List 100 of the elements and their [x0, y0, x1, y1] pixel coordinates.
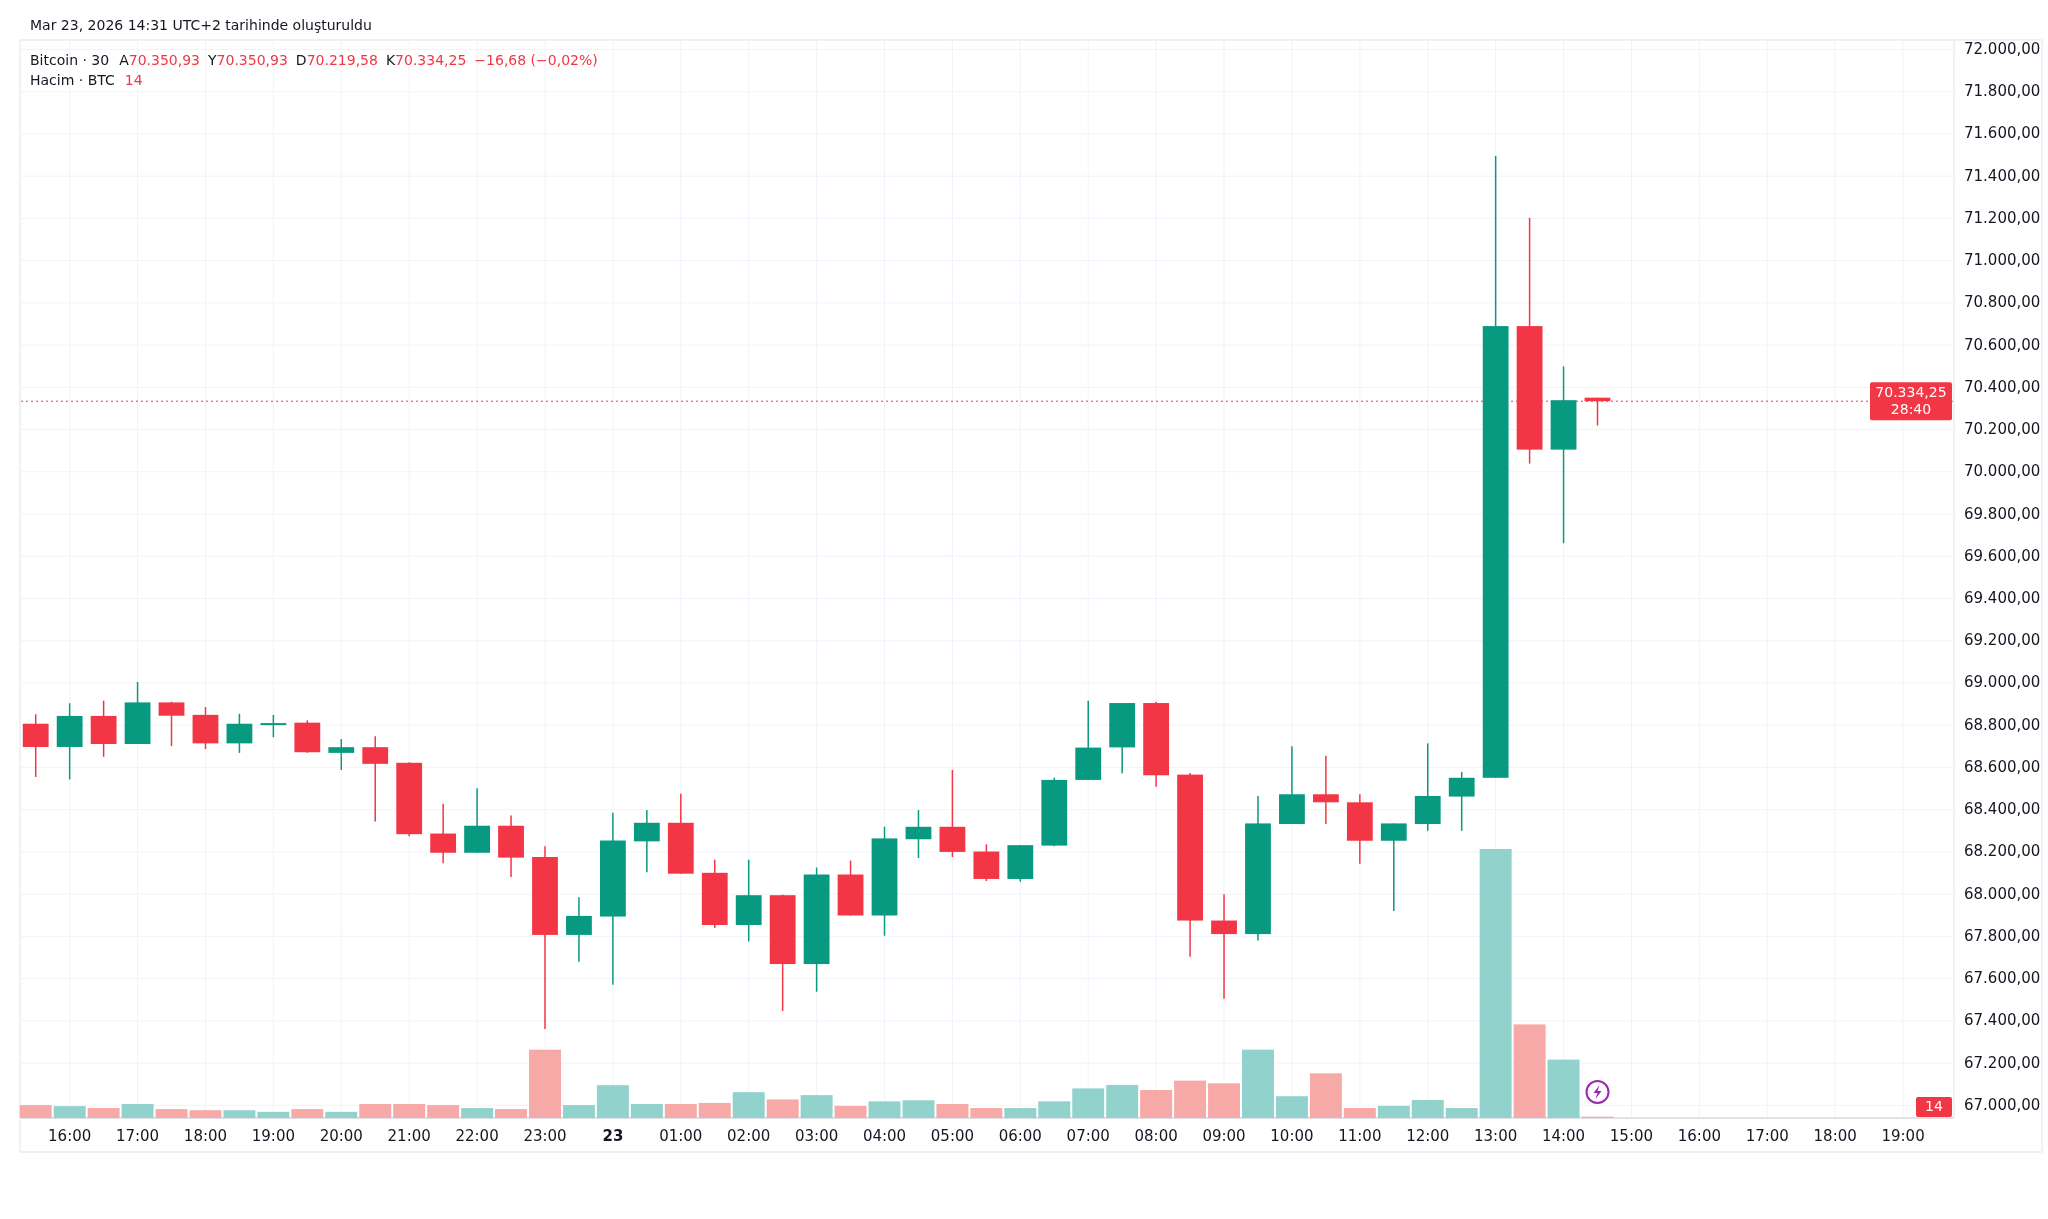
bar	[1038, 1101, 1071, 1118]
bar	[121, 1104, 154, 1118]
bar	[155, 1109, 188, 1118]
y-tick-label: 70.600,00	[1964, 335, 2041, 354]
bar	[359, 1104, 392, 1118]
x-tick-label: 11:00	[1338, 1126, 1382, 1145]
y-tick-label: 71.200,00	[1964, 208, 2041, 227]
bar	[87, 1108, 120, 1118]
x-tick-label: 03:00	[794, 1126, 839, 1145]
y-tick-label: 69.800,00	[1964, 504, 2041, 523]
y-tick-label: 70.200,00	[1964, 420, 2041, 439]
y-tick-label: 67.000,00	[1964, 1095, 2041, 1114]
bar	[766, 1099, 799, 1118]
x-tick-label: 23:00	[523, 1126, 567, 1145]
x-tick-label: 21:00	[387, 1126, 431, 1145]
x-tick-label: 10:00	[1270, 1126, 1314, 1145]
y-tick-label: 68.200,00	[1964, 842, 2041, 861]
bar	[53, 1106, 86, 1118]
chart-title: Hacim · BTC	[30, 72, 116, 88]
y-tick-label: 68.400,00	[1964, 800, 2041, 819]
y-tick-label: 68.600,00	[1964, 757, 2041, 776]
bar	[732, 1092, 765, 1118]
bar	[834, 1105, 867, 1119]
bar	[427, 1105, 460, 1118]
chart-subtitle: Mar 23, 2026 14:31 UTC+2 tarihinde oluşturuldu	[30, 17, 372, 33]
bar	[1140, 1090, 1173, 1118]
x-tick-label: 19:00	[1881, 1126, 1925, 1145]
bar	[664, 1104, 697, 1118]
bar	[393, 1104, 426, 1118]
annotation: 14	[124, 72, 143, 88]
bar	[1309, 1073, 1342, 1118]
y-tick-label: 71.800,00	[1964, 82, 2041, 101]
y-tick-label: 69.200,00	[1964, 631, 2041, 650]
bar	[970, 1108, 1003, 1118]
bar	[1479, 849, 1512, 1118]
x-tick-label: 16:00	[48, 1126, 92, 1145]
y-tick-label: 68.000,00	[1964, 884, 2041, 903]
x-tick-label: 07:00	[1066, 1126, 1110, 1145]
x-tick-label: 20:00	[319, 1126, 363, 1145]
annotation: Y70.350,93	[207, 52, 288, 68]
bar	[936, 1104, 969, 1118]
bar	[1174, 1080, 1207, 1118]
annotation: −16,68 (−0,02%)	[474, 52, 598, 68]
annotation: A70.350,93	[119, 52, 201, 68]
x-tick-label: 15:00	[1609, 1126, 1654, 1145]
x-tick-label: 14:00	[1541, 1126, 1586, 1145]
x-tick-label: 08:00	[1134, 1126, 1178, 1145]
bar	[902, 1100, 935, 1118]
x-tick-label: 18:00	[183, 1126, 228, 1145]
text: Bitcoin · 30	[30, 52, 110, 68]
bar	[257, 1111, 290, 1118]
bar	[495, 1109, 528, 1118]
bar	[291, 1109, 324, 1118]
x-tick-label: 13:00	[1474, 1126, 1518, 1145]
bar	[1513, 1024, 1546, 1118]
annotation: 28:40	[1890, 401, 1932, 418]
y-tick-label: 72.000,00	[1964, 39, 2041, 58]
x-tick-label: 17:00	[115, 1126, 160, 1145]
bar	[1004, 1108, 1037, 1118]
x-tick-label: 17:00	[1745, 1126, 1789, 1145]
y-tick-label: 69.600,00	[1964, 546, 2041, 565]
bar	[529, 1049, 561, 1118]
annotation: 14	[1925, 1098, 1943, 1114]
y-tick-label: 67.400,00	[1964, 1011, 2041, 1030]
bar	[562, 1105, 595, 1118]
bar	[1411, 1099, 1444, 1118]
bar	[461, 1108, 494, 1118]
y-tick-label: 69.000,00	[1964, 673, 2041, 692]
bar	[223, 1110, 256, 1118]
y-tick-label: 71.600,00	[1964, 124, 2041, 143]
bar	[1106, 1084, 1139, 1118]
annotation: K70.334,25	[385, 52, 467, 68]
bar	[189, 1110, 222, 1118]
x-tick-label: 16:00	[1677, 1126, 1721, 1145]
x-tick-label: 23	[602, 1126, 624, 1145]
x-tick-label: 02:00	[727, 1126, 771, 1145]
y-tick-label: 67.600,00	[1964, 969, 2041, 988]
bar	[1208, 1083, 1241, 1118]
y-tick-label: 67.200,00	[1964, 1053, 2041, 1072]
x-tick-label: 05:00	[930, 1126, 975, 1145]
y-tick-label: 67.800,00	[1964, 926, 2041, 945]
x-tick-label: 19:00	[251, 1126, 295, 1145]
x-tick-label: 12:00	[1406, 1126, 1450, 1145]
y-tick-label: 69.400,00	[1964, 589, 2041, 608]
y-tick-label: 71.400,00	[1964, 166, 2041, 185]
x-tick-label: 01:00	[659, 1126, 703, 1145]
candlestick	[1312, 755, 1339, 825]
bar	[1445, 1108, 1478, 1118]
bar	[800, 1095, 833, 1119]
y-tick-label: 71.000,00	[1964, 251, 2041, 270]
y-tick-label: 70.800,00	[1964, 293, 2041, 312]
y-tick-label: 68.800,00	[1964, 715, 2041, 734]
x-tick-label: 18:00	[1813, 1126, 1857, 1145]
bar	[1343, 1108, 1376, 1118]
bar	[698, 1102, 731, 1118]
candlestick	[328, 738, 355, 771]
bar	[630, 1104, 663, 1118]
y-tick-label: 70.000,00	[1964, 462, 2041, 481]
bar	[1242, 1049, 1274, 1118]
bar	[1072, 1088, 1105, 1118]
